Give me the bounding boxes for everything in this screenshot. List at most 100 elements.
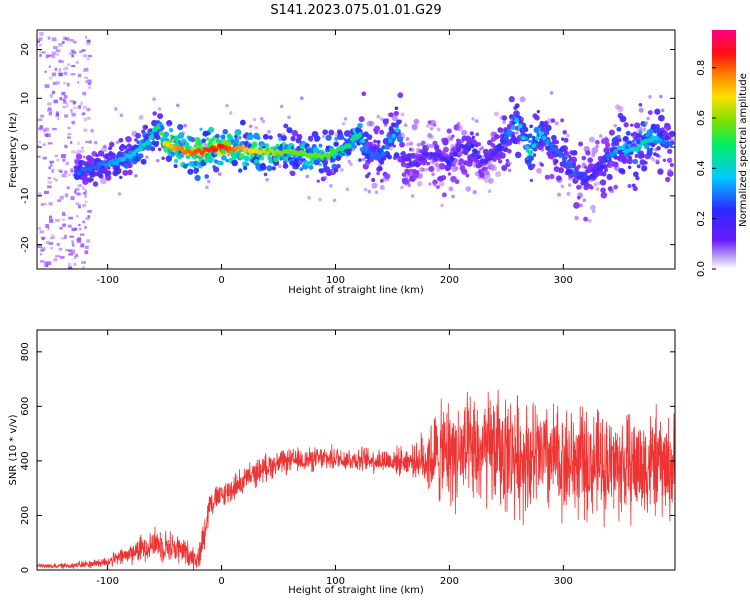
spectral-cell	[48, 65, 51, 68]
spectral-cell	[71, 240, 74, 245]
spectral-cell	[71, 227, 77, 232]
spectral-cell	[81, 49, 86, 52]
spectral-point	[591, 147, 599, 154]
spectral-point	[495, 171, 502, 178]
spectral-cell	[83, 117, 88, 122]
spectral-point	[203, 142, 207, 147]
spectral-cell	[58, 59, 61, 63]
spectral-cell	[37, 244, 43, 249]
spectral-cell	[61, 218, 66, 221]
spectral-point	[591, 152, 596, 158]
spectral-point	[304, 160, 310, 167]
ridge-point	[169, 144, 174, 150]
spectral-point	[290, 146, 295, 150]
ridge-point	[336, 146, 342, 152]
spectral-cell	[71, 64, 76, 68]
spectral-point	[426, 161, 430, 166]
ridge-point	[476, 154, 482, 160]
spectral-cell	[58, 43, 63, 47]
spectral-cell	[47, 227, 50, 231]
spectral-point	[597, 181, 601, 185]
spectral-cell	[77, 141, 80, 146]
ridge-point	[333, 149, 338, 155]
spectral-point	[221, 154, 227, 161]
spectral-cell	[75, 152, 79, 156]
spectral-cell	[42, 143, 46, 146]
ridge-point	[128, 154, 133, 159]
spectral-cell	[62, 36, 67, 40]
spectral-point	[263, 172, 268, 177]
spectral-point	[487, 177, 494, 184]
spectral-point	[636, 132, 643, 139]
spectral-cell	[82, 54, 88, 58]
spectral-cell	[82, 266, 86, 269]
spectral-point	[204, 174, 210, 179]
ridge-point	[592, 169, 598, 175]
spectral-cell	[68, 253, 73, 256]
spectral-point	[176, 103, 180, 108]
spectral-point	[152, 97, 156, 101]
colorbar-tick-label: 0.0	[696, 261, 707, 277]
spectral-cell	[44, 265, 49, 268]
spectral-point	[98, 173, 104, 179]
ridge-point	[213, 147, 219, 152]
spectral-point	[115, 140, 120, 145]
ridge-point	[620, 145, 625, 151]
spectral-point	[551, 134, 557, 141]
spectral-cell	[45, 224, 49, 228]
spectral-cell	[69, 52, 72, 55]
ridge-point	[493, 149, 499, 154]
ridge-point	[179, 146, 185, 152]
spectral-point	[194, 170, 198, 175]
spectral-cell	[38, 37, 43, 41]
spectral-cell	[48, 242, 54, 245]
spectral-point	[410, 194, 415, 198]
spectral-point	[407, 183, 412, 188]
spectral-point	[207, 157, 214, 164]
spectral-point	[650, 123, 657, 130]
spectral-point	[393, 152, 400, 158]
spectral-cell	[47, 185, 52, 189]
spectral-point	[239, 119, 246, 126]
spectral-point	[239, 153, 245, 159]
spectral-point	[179, 153, 184, 158]
ridge-point	[104, 163, 109, 168]
spectral-point	[636, 164, 641, 169]
spectral-cell	[55, 255, 61, 258]
spectral-point	[644, 120, 649, 125]
spectral-cell	[70, 168, 74, 173]
spectral-point	[122, 169, 129, 176]
spectral-point	[212, 166, 220, 173]
ridge-point	[418, 156, 424, 162]
spectral-point	[166, 123, 171, 127]
spectral-cell	[42, 247, 46, 251]
spectral-cell	[44, 261, 49, 266]
spectral-point	[205, 185, 209, 190]
ridge-point	[589, 173, 595, 179]
spectral-point	[646, 149, 653, 156]
spectral-cell	[76, 239, 82, 243]
y-tick-label: 400	[20, 451, 31, 470]
spectral-cell	[70, 38, 75, 42]
ridge-point	[633, 146, 639, 152]
ridge-point	[521, 135, 526, 141]
spectral-cell	[38, 192, 42, 197]
spectral-point	[587, 218, 592, 223]
spectral-point	[442, 137, 449, 144]
spectral-point	[394, 106, 399, 111]
spectral-point	[245, 162, 250, 166]
spectral-point	[336, 129, 343, 135]
ridge-point	[599, 164, 605, 170]
spectral-cell	[67, 224, 72, 228]
spectral-cell	[72, 243, 75, 247]
spectral-cell	[47, 102, 52, 106]
ridge-point	[374, 151, 379, 157]
spectral-point	[332, 198, 337, 203]
spectral-point	[465, 186, 471, 192]
ridge-point	[240, 144, 246, 150]
spectral-point	[533, 127, 540, 134]
spectral-point	[579, 203, 583, 208]
spectral-point	[329, 184, 333, 188]
spectral-point	[416, 143, 421, 147]
spectral-cell	[84, 225, 87, 229]
